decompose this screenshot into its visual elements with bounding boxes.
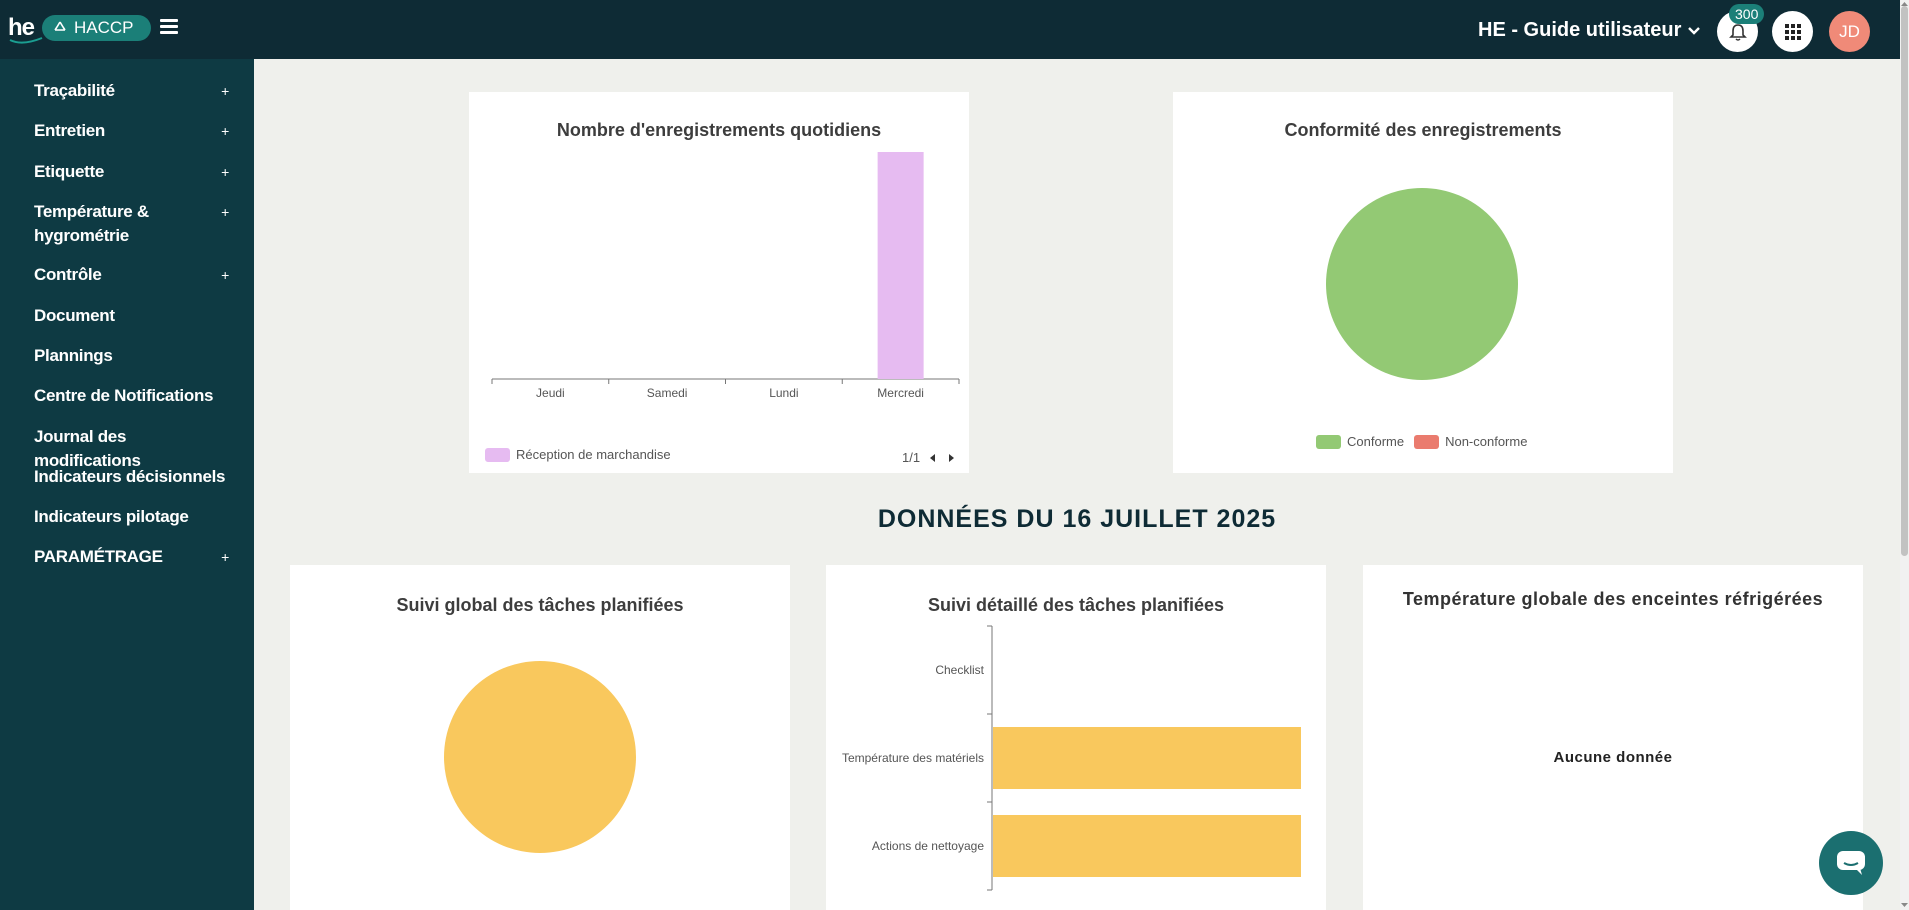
chart-title: Conformité des enregistrements bbox=[1284, 120, 1562, 140]
fridge-temp-card: Température globale des enceintes réfrig… bbox=[1363, 565, 1863, 910]
bar[interactable] bbox=[993, 727, 1301, 789]
chevron-down-icon bbox=[1688, 26, 1701, 35]
y-tick-label: Température des matériels bbox=[842, 751, 984, 765]
sidebar-item-indicateurs-pilotage[interactable]: Indicateurs pilotage bbox=[34, 505, 234, 529]
expand-icon[interactable]: + bbox=[221, 123, 229, 139]
chart-title: Nombre d'enregistrements quotidiens bbox=[556, 120, 882, 140]
user-menu-label: HE - Guide utilisateur bbox=[1478, 19, 1682, 41]
expand-icon[interactable]: + bbox=[221, 204, 229, 220]
page-scrollbar[interactable] bbox=[1900, 0, 1909, 910]
recycle-icon bbox=[54, 21, 66, 31]
scroll-up-icon[interactable] bbox=[1900, 0, 1909, 9]
sidebar-item-label: Centre de Notifications bbox=[34, 386, 214, 405]
sidebar-item-label: Etiquette bbox=[34, 162, 105, 181]
y-tick-label: Actions de nettoyage bbox=[872, 839, 984, 853]
menu-toggle-icon[interactable] bbox=[160, 19, 178, 35]
legend-swatch bbox=[485, 447, 510, 462]
global-tasks-pie-chart bbox=[444, 661, 636, 853]
chat-icon bbox=[1837, 851, 1865, 875]
sidebar-item-entretien[interactable]: Entretien + bbox=[34, 119, 234, 143]
detailed-tasks-bar-chart: Checklist Température des matériels Action… bbox=[842, 625, 1301, 891]
chart-title: Température globale des enceintes réfrig… bbox=[1402, 589, 1824, 609]
sidebar-item-tracabilite[interactable]: Traçabilité + bbox=[34, 79, 234, 103]
conformity-card: Conformité des enregistrements Conforme … bbox=[1173, 92, 1673, 473]
conformity-pie-chart bbox=[1326, 188, 1518, 380]
expand-icon[interactable]: + bbox=[221, 164, 229, 180]
sidebar-item-label: PARAMÉTRAGE bbox=[34, 547, 163, 566]
global-tasks-card: Suivi global des tâches planifiées bbox=[290, 565, 790, 910]
chart-title: Suivi global des tâches planifiées bbox=[396, 595, 684, 615]
expand-icon[interactable]: + bbox=[221, 267, 229, 283]
user-menu[interactable]: HE - Guide utilisateur bbox=[1478, 19, 1701, 42]
apps-button[interactable] bbox=[1772, 11, 1813, 52]
sidebar-item-indicateurs-decisionnels[interactable]: Indicateurs décisionnels bbox=[34, 465, 234, 489]
daily-records-chart: Jeudi Samedi Lundi Mercredi bbox=[491, 152, 960, 400]
legend-pager: 1/1 bbox=[902, 450, 956, 465]
scroll-thumb[interactable] bbox=[1901, 6, 1908, 556]
sidebar-item-label: Contrôle bbox=[34, 265, 102, 284]
pager-prev-icon[interactable] bbox=[928, 453, 938, 463]
scroll-down-icon[interactable] bbox=[1900, 900, 1909, 909]
sidebar-item-label: Journal des modifications bbox=[34, 427, 141, 470]
sidebar-item-label: Indicateurs décisionnels bbox=[34, 467, 226, 486]
grid-icon bbox=[1784, 23, 1801, 40]
bell-icon bbox=[1728, 23, 1747, 41]
legend-swatch[interactable] bbox=[1414, 434, 1440, 449]
sidebar-item-label: Entretien bbox=[34, 121, 105, 140]
x-tick-label: Lundi bbox=[769, 386, 798, 400]
sidebar-item-label: Plannings bbox=[34, 346, 113, 365]
chart-title: Suivi détaillé des tâches planifiées bbox=[927, 595, 1225, 615]
legend-label[interactable]: Conforme bbox=[1347, 434, 1405, 449]
section-heading: DONNÉES DU 16 JUILLET 2025 bbox=[877, 505, 1277, 533]
sidebar-item-label: Indicateurs pilotage bbox=[34, 507, 189, 526]
sidebar-item-label: Document bbox=[34, 306, 115, 325]
sidebar-item-controle[interactable]: Contrôle + bbox=[34, 263, 234, 287]
bar[interactable] bbox=[877, 152, 924, 379]
empty-state-text: Aucune donnée bbox=[1553, 749, 1673, 766]
company-logo[interactable]: he bbox=[8, 14, 43, 44]
legend-swatch[interactable] bbox=[1316, 434, 1341, 449]
x-tick-label: Mercredi bbox=[877, 386, 924, 400]
sidebar-item-label: Traçabilité bbox=[34, 81, 115, 100]
expand-icon[interactable]: + bbox=[221, 83, 229, 99]
legend-label: Réception de marchandise bbox=[516, 447, 671, 462]
expand-icon[interactable]: + bbox=[221, 549, 229, 565]
pie-slice-conforme[interactable] bbox=[1326, 188, 1518, 380]
pager-text: 1/1 bbox=[902, 450, 921, 465]
chart-legend: Conforme Non-conforme bbox=[1316, 434, 1527, 449]
daily-records-card: Nombre d'enregistrements quotidiens Jeud… bbox=[469, 92, 969, 473]
haccp-badge[interactable]: HACCP bbox=[42, 15, 151, 41]
x-tick-label: Samedi bbox=[647, 386, 688, 400]
avatar[interactable]: JD bbox=[1829, 11, 1870, 52]
logo-swoosh-icon bbox=[9, 37, 43, 44]
pie-slice[interactable] bbox=[444, 661, 636, 853]
sidebar-item-label: Température & hygrométrie bbox=[34, 202, 149, 245]
legend-label[interactable]: Non-conforme bbox=[1445, 434, 1528, 449]
sidebar: Traçabilité + Entretien + Etiquette + Tempé… bbox=[0, 59, 254, 910]
sidebar-item-journal[interactable]: Journal des modifications bbox=[34, 425, 234, 473]
x-tick-label: Jeudi bbox=[536, 386, 565, 400]
top-bar: he HACCP HE - Guide utilisateur 300 JD bbox=[0, 0, 1900, 59]
pager-next-icon[interactable] bbox=[946, 453, 956, 463]
notifications-count-badge: 300 bbox=[1729, 4, 1765, 24]
app-name: HACCP bbox=[74, 18, 134, 37]
detailed-tasks-card: Suivi détaillé des tâches planifiées Che… bbox=[826, 565, 1326, 910]
y-tick-label: Checklist bbox=[935, 663, 984, 677]
sidebar-item-document[interactable]: Document bbox=[34, 304, 234, 328]
chart-legend[interactable]: Réception de marchandise bbox=[485, 447, 671, 462]
sidebar-item-parametrage[interactable]: PARAMÉTRAGE + bbox=[34, 545, 234, 569]
sidebar-item-temperature[interactable]: Température & hygrométrie + bbox=[34, 200, 229, 248]
bar[interactable] bbox=[993, 815, 1301, 877]
sidebar-item-plannings[interactable]: Plannings bbox=[34, 344, 234, 368]
sidebar-item-etiquette[interactable]: Etiquette + bbox=[34, 160, 234, 184]
logo-text: he bbox=[8, 14, 35, 41]
chat-button[interactable] bbox=[1819, 831, 1883, 895]
sidebar-item-notifications[interactable]: Centre de Notifications bbox=[34, 384, 234, 408]
